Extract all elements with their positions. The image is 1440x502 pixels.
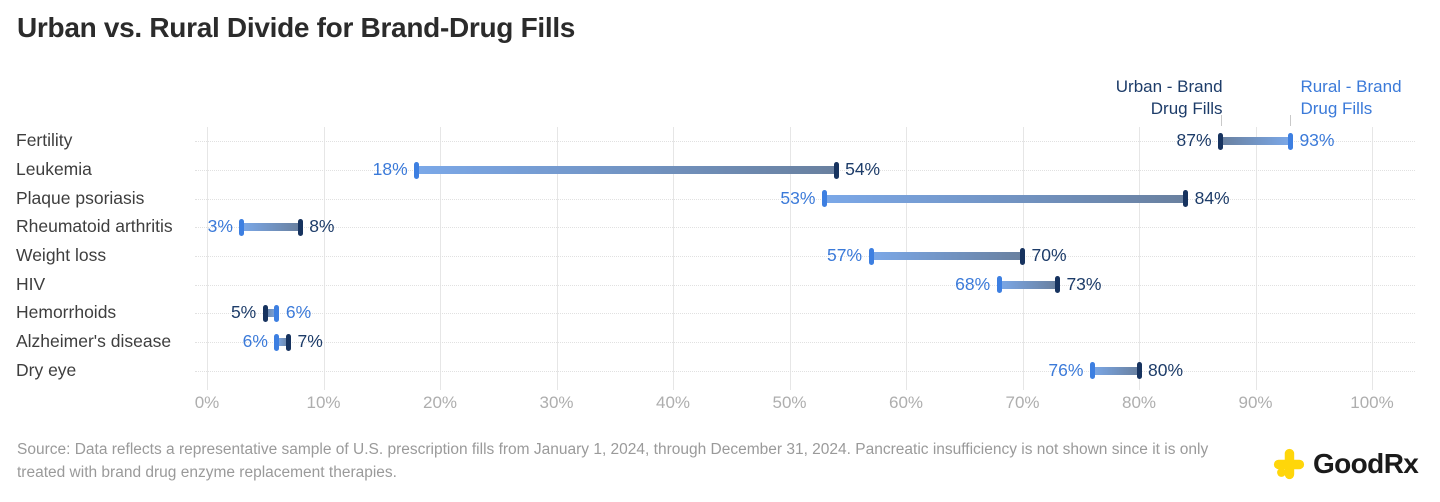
urban-value-label: 7% [297, 331, 323, 351]
legend-rural-label: Rural - Brand Drug Fills [1300, 77, 1402, 118]
dumbbell-bar [276, 338, 289, 346]
rural-cap [996, 276, 1002, 294]
row-gridline [195, 227, 1415, 229]
legend-urban-label: Urban - Brand Drug Fills [1115, 77, 1223, 118]
row-gridline [195, 284, 1415, 286]
urban-value-label: 73% [1066, 273, 1102, 294]
dumbbell-bar [999, 280, 1058, 289]
row-gridline [195, 141, 1415, 143]
x-axis-label: 20% [422, 393, 458, 412]
urban-cap [1054, 276, 1060, 294]
rural-value-label: 93% [1299, 130, 1335, 151]
x-axis-label: 40% [655, 393, 691, 412]
x-gridline [1139, 127, 1140, 390]
category-label: HIV [16, 273, 46, 294]
urban-cap [286, 333, 292, 351]
chart-title: Urban vs. Rural Divide for Brand-Drug Fi… [17, 12, 576, 43]
rural-cap [414, 161, 420, 179]
category-label: Alzheimer's disease [16, 331, 172, 351]
rural-value-label: 6% [242, 331, 268, 351]
urban-cap [1218, 132, 1224, 150]
category-label: Fertility [16, 130, 73, 151]
goodrx-logo-text: GoodRx [1313, 448, 1419, 479]
urban-cap [1183, 190, 1189, 208]
row-gridline [195, 370, 1415, 372]
dumbbell-bar [241, 223, 301, 232]
urban-cap [1020, 247, 1025, 265]
x-axis-label: 30% [539, 393, 574, 412]
x-axis-label: 70% [1005, 393, 1040, 412]
rural-cap [821, 190, 827, 208]
row-gridline [195, 256, 1415, 257]
plot-area: 0% 10% 20% 30% 40% 50% 60% 70% 80% 90% 100% Fertili… [16, 127, 1415, 412]
legend-urban-leader-tick [1220, 115, 1222, 126]
x-gridline [673, 127, 674, 390]
rural-value-label: 68% [955, 273, 991, 294]
rural-cap [1089, 362, 1095, 380]
urban-cap [262, 304, 268, 322]
rural-value-label: 18% [372, 159, 408, 179]
rural-cap [239, 218, 245, 236]
urban-value-label: 87% [1176, 130, 1212, 151]
x-gridline [789, 127, 791, 390]
category-label: Weight loss [16, 245, 107, 265]
rural-cap [274, 333, 280, 351]
x-gridline [1255, 127, 1257, 390]
rural-value-label: 3% [207, 216, 233, 237]
x-axis-label: 90% [1238, 393, 1273, 412]
urban-value-label: 54% [845, 159, 881, 179]
goodrx-cross-icon [1273, 448, 1305, 480]
category-label: Leukemia [16, 159, 92, 179]
category-label: Plaque psoriasis [16, 187, 145, 208]
x-axis-label: 100% [1350, 393, 1394, 412]
dumbbell-bar [416, 166, 837, 174]
x-axis-label: 50% [772, 393, 807, 412]
rural-value-label: 53% [780, 187, 816, 208]
x-gridline [440, 127, 441, 390]
urban-cap [297, 218, 303, 236]
x-gridline [556, 127, 558, 390]
rural-value-label: 76% [1048, 359, 1084, 380]
category-label: Dry eye [16, 359, 77, 380]
category-label: Rheumatoid arthritis [16, 216, 173, 237]
dumbbell-bar [265, 309, 277, 318]
urban-value-label: 8% [309, 216, 335, 237]
x-gridline [207, 127, 208, 390]
row-gridline [195, 313, 1415, 315]
rural-cap [274, 304, 280, 322]
category-label: Hemorrhoids [16, 302, 117, 323]
urban-value-label: 70% [1031, 245, 1067, 265]
goodrx-logo: GoodRx [1272, 447, 1419, 481]
x-axis-label: 10% [306, 393, 341, 412]
rural-value-label: 57% [827, 245, 863, 265]
x-gridline [323, 127, 325, 390]
row-gridline [195, 198, 1415, 200]
urban-value-label: 80% [1148, 359, 1184, 380]
x-axis-label: 60% [888, 393, 924, 412]
urban-value-label: 84% [1194, 187, 1230, 208]
dumbbell-bar [871, 252, 1023, 260]
urban-cap [833, 161, 839, 179]
x-axis-label: 80% [1121, 393, 1157, 412]
row-gridline [195, 342, 1415, 343]
dumbbell-bar [1220, 137, 1291, 146]
urban-value-label: 5% [230, 302, 257, 323]
dumbbell-bar [1092, 366, 1139, 375]
x-axis-label: 0% [194, 393, 220, 412]
urban-cap [1136, 362, 1142, 380]
rural-cap [868, 247, 874, 265]
rural-cap [1287, 132, 1293, 150]
source-note: Source: Data reflects a representative s… [17, 441, 1209, 481]
legend-rural-leader-tick [1290, 115, 1292, 126]
x-gridline [1372, 127, 1373, 390]
rural-value-label: 6% [285, 302, 312, 323]
dumbbell-bar [824, 194, 1186, 203]
